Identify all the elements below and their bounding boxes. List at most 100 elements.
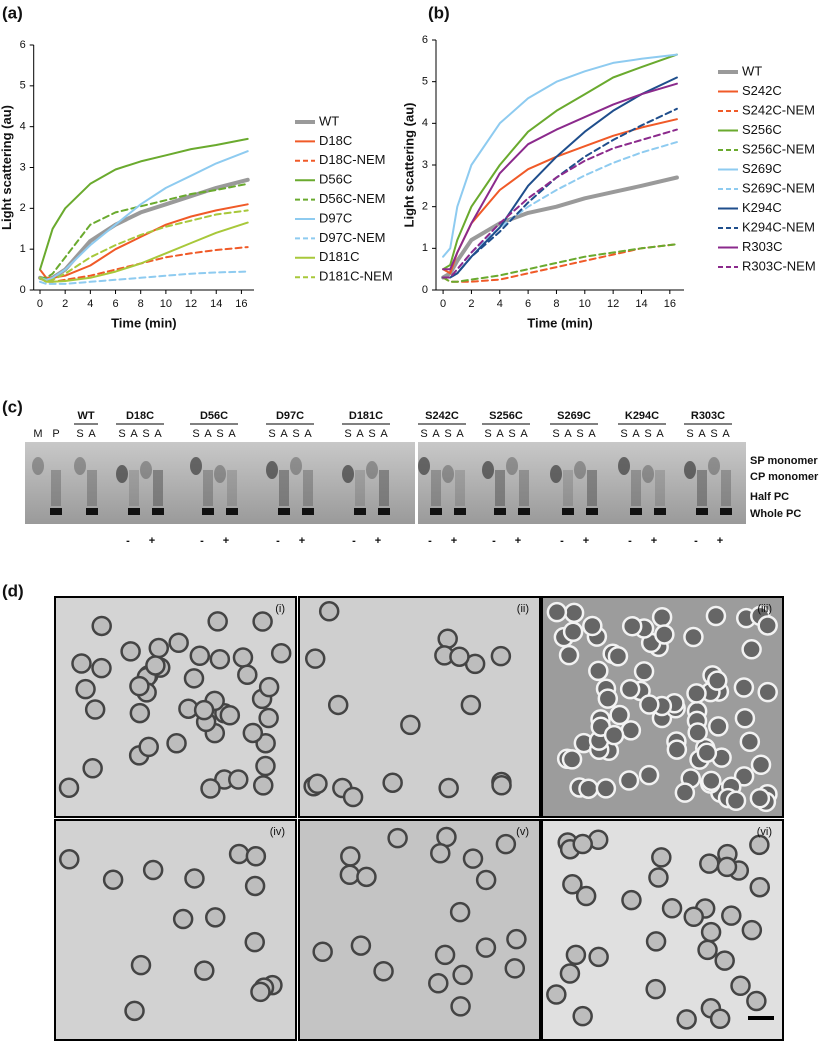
particle [621, 889, 642, 911]
lane-label: A [456, 428, 464, 440]
gel-band [152, 508, 164, 515]
particle [166, 733, 187, 754]
lane-label: S [76, 428, 83, 440]
particle [749, 787, 771, 809]
particle [739, 731, 761, 752]
y-tick-label: 2 [422, 201, 428, 213]
panel-label: (a) [2, 3, 23, 22]
particle [575, 885, 597, 907]
lane-label: A [588, 428, 596, 440]
particle [699, 853, 720, 874]
particle [491, 775, 512, 796]
lane-label: A [204, 428, 212, 440]
particle [603, 724, 625, 746]
particle [563, 602, 585, 624]
y-tick-label: 6 [422, 34, 428, 46]
particle [676, 1009, 697, 1030]
legend-label: S242C [742, 83, 782, 98]
particle [639, 694, 660, 715]
lane-label: A [356, 428, 364, 440]
particle [228, 769, 249, 790]
particle [59, 849, 80, 870]
lane-label: S [142, 428, 149, 440]
particle [250, 981, 271, 1003]
group-label: D181C [349, 410, 383, 422]
particle [342, 786, 364, 808]
particle [400, 714, 421, 736]
particle [184, 868, 205, 889]
gel-band [355, 470, 365, 506]
lane-label: A [228, 428, 236, 440]
treatment-label: + [651, 535, 657, 547]
gel-band [303, 470, 313, 506]
particle [750, 754, 772, 776]
particle [84, 699, 106, 720]
particle [651, 607, 673, 628]
particle [582, 615, 603, 637]
particle [666, 739, 688, 760]
particle [697, 939, 718, 961]
particle [546, 601, 568, 623]
particle [559, 963, 581, 984]
group-label: S242C [425, 410, 459, 422]
gel-band [140, 461, 152, 479]
legend-label: D56C [319, 172, 352, 187]
x-tick-label: 12 [607, 298, 619, 310]
particle [700, 921, 722, 943]
x-tick-label: 10 [160, 298, 172, 310]
lane-label: A [564, 428, 572, 440]
treatment-label: - [628, 535, 632, 547]
particle [683, 626, 704, 648]
lane-label: S [710, 428, 717, 440]
lane-label: S [192, 428, 199, 440]
particle [462, 848, 484, 869]
particle [168, 632, 189, 654]
panel-label: (c) [2, 397, 23, 416]
gel-band [518, 508, 530, 515]
particle [645, 931, 667, 952]
gel-band [482, 461, 494, 479]
treatment-label: - [126, 535, 130, 547]
lane-label: A [698, 428, 706, 440]
particle [572, 1005, 593, 1027]
x-tick-label: 4 [497, 298, 503, 310]
data-line [442, 53, 678, 271]
gel-band [51, 470, 61, 506]
y-tick-label: 4 [20, 121, 26, 133]
gel-band [684, 461, 696, 479]
gel-band [654, 508, 666, 515]
particle [75, 678, 96, 700]
lane-label: A [656, 428, 664, 440]
treatment-label: - [694, 535, 698, 547]
particle [91, 657, 112, 679]
data-line [39, 182, 249, 279]
particle [595, 778, 617, 799]
data-line [39, 150, 249, 281]
group-label: S256C [489, 410, 523, 422]
particle [183, 668, 205, 689]
legend-label: D18C [319, 133, 352, 148]
gel-band [720, 508, 732, 515]
legend-label: R303C-NEM [742, 258, 816, 273]
particle [597, 688, 619, 709]
particle [327, 694, 349, 716]
gel-band [379, 470, 389, 506]
particle [757, 615, 778, 636]
treatment-label: + [717, 535, 723, 547]
particle [674, 782, 696, 803]
legend-label: D56C-NEM [319, 191, 385, 206]
lane-label: A [520, 428, 528, 440]
particle [651, 847, 672, 868]
particle [91, 615, 112, 637]
particle [255, 755, 276, 777]
gel-band [430, 508, 442, 515]
particle [741, 919, 763, 941]
gel-band [290, 457, 302, 475]
gel-band [418, 457, 430, 475]
particle [562, 874, 583, 895]
lane-label: A [722, 428, 730, 440]
legend-label: D97C [319, 210, 352, 225]
particle [124, 1000, 145, 1022]
micrograph [298, 819, 541, 1041]
micrograph-label: (iii) [757, 603, 772, 615]
